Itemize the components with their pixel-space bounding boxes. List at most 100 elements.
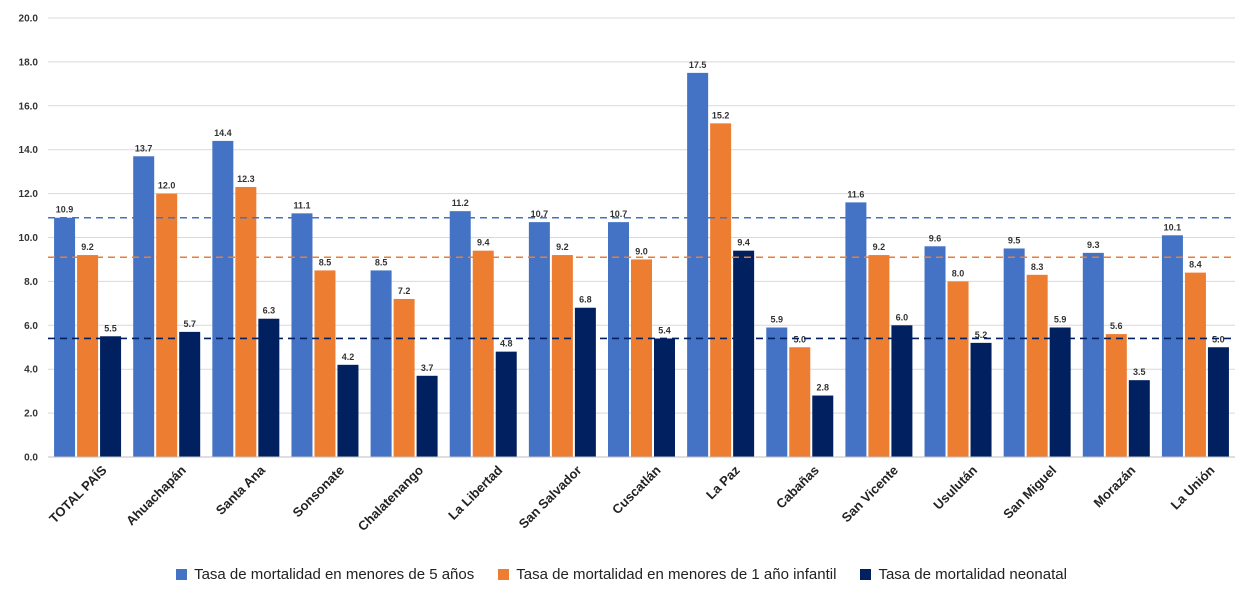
bar (551, 255, 573, 457)
data-label: 5.7 (183, 319, 196, 329)
bar (179, 331, 201, 457)
bar (337, 364, 359, 457)
data-label: 5.4 (658, 325, 671, 335)
data-label: 9.2 (81, 242, 94, 252)
bar (845, 202, 867, 457)
data-label: 15.2 (712, 110, 730, 120)
legend-label-under1: Tasa de mortalidad en menores de 1 año i… (516, 566, 837, 583)
bar (495, 351, 517, 457)
bar (54, 217, 76, 457)
legend-item-neonatal: Tasa de mortalidad neonatal (860, 566, 1067, 583)
data-label: 8.3 (1031, 262, 1044, 272)
data-label: 9.0 (635, 246, 648, 256)
y-tick-label: 4.0 (24, 365, 38, 376)
data-label: 3.7 (421, 363, 434, 373)
category-label: Usulután (930, 462, 980, 512)
bar (631, 259, 652, 457)
y-tick-label: 14.0 (19, 145, 39, 156)
bar (687, 72, 709, 457)
category-label: Morazán (1091, 462, 1139, 510)
category-label: Cabañas (773, 463, 822, 512)
bar (654, 338, 675, 457)
data-label: 6.3 (263, 306, 276, 316)
data-label: 12.3 (237, 174, 255, 184)
bar (258, 318, 280, 457)
category-label: Sonsonate (289, 463, 347, 521)
data-label: 14.4 (214, 128, 232, 138)
bar-chart-svg: 0.0 2.0 4.0 6.0 8.0 10.0 12.0 14.0 16.0 18.0 20.0 1… (19, 14, 1235, 534)
bar (710, 123, 732, 458)
bar (235, 187, 257, 457)
bar (1161, 235, 1183, 457)
data-label: 12.0 (158, 181, 176, 191)
bar (133, 156, 155, 457)
data-label: 9.5 (1008, 235, 1021, 245)
bar (100, 336, 122, 457)
data-label: 3.5 (1133, 367, 1146, 377)
data-label: 5.5 (104, 323, 117, 333)
bar (970, 342, 992, 457)
bar (212, 140, 234, 458)
bar (528, 222, 550, 457)
data-label: 8.4 (1189, 260, 1202, 270)
data-label: 17.5 (689, 60, 707, 70)
bar (1105, 334, 1127, 457)
data-label: 6.0 (896, 312, 909, 322)
y-tick-label: 20.0 (19, 14, 39, 25)
legend-item-under1: Tasa de mortalidad en menores de 1 año i… (498, 566, 836, 583)
y-tick-label: 12.0 (19, 189, 39, 200)
data-label: 8.5 (319, 257, 332, 267)
bar (1049, 327, 1071, 457)
category-label: San Miguel (1000, 463, 1059, 522)
y-tick-label: 2.0 (24, 409, 38, 420)
category-label: TOTAL PAÍS (46, 462, 110, 526)
category-label: La Paz (703, 462, 743, 502)
data-label: 10.7 (531, 209, 549, 219)
data-label: 9.3 (1087, 240, 1100, 250)
bar (449, 211, 471, 457)
data-label: 11.1 (293, 200, 310, 210)
data-label: 10.7 (610, 209, 628, 219)
data-label: 9.4 (477, 238, 490, 248)
y-tick-label: 6.0 (24, 321, 38, 332)
data-label: 8.5 (375, 257, 388, 267)
category-label: Chalatenango (355, 462, 426, 533)
bar (77, 255, 99, 457)
data-label: 4.8 (500, 339, 513, 349)
y-tick-label: 16.0 (19, 101, 39, 112)
bar (1207, 347, 1229, 457)
data-label: 5.6 (1110, 321, 1123, 331)
bar (1184, 272, 1206, 457)
legend-label-under5: Tasa de mortalidad en menores de 5 años (194, 566, 475, 583)
data-label: 5.2 (975, 330, 988, 340)
bar (812, 395, 834, 457)
bar (472, 250, 494, 457)
bar (393, 298, 415, 457)
category-label: Ahuachapán (123, 462, 189, 528)
bar (291, 213, 313, 457)
bar (416, 375, 438, 457)
category-label: San Vicente (838, 463, 901, 526)
bar (314, 270, 336, 457)
bar (608, 222, 629, 457)
y-tick-label: 18.0 (19, 57, 39, 68)
legend: Tasa de mortalidad en menores de 5 años … (0, 566, 1243, 583)
data-label: 10.9 (56, 205, 74, 215)
bar (733, 250, 755, 457)
category-label: Cuscatlán (609, 462, 664, 517)
data-label: 5.0 (794, 334, 807, 344)
category-label: San Salvador (516, 463, 585, 532)
data-label: 8.0 (952, 268, 965, 278)
data-label: 9.4 (737, 238, 750, 248)
bar (1003, 248, 1025, 457)
data-label: 11.2 (452, 198, 469, 208)
bar (947, 281, 969, 457)
bar (924, 246, 946, 457)
data-label: 5.9 (771, 314, 784, 324)
data-label: 11.6 (847, 189, 864, 199)
bar (868, 255, 890, 457)
data-label: 9.2 (873, 242, 886, 252)
legend-item-under5: Tasa de mortalidad en menores de 5 años (176, 566, 474, 583)
category-label: La Unión (1168, 462, 1218, 512)
